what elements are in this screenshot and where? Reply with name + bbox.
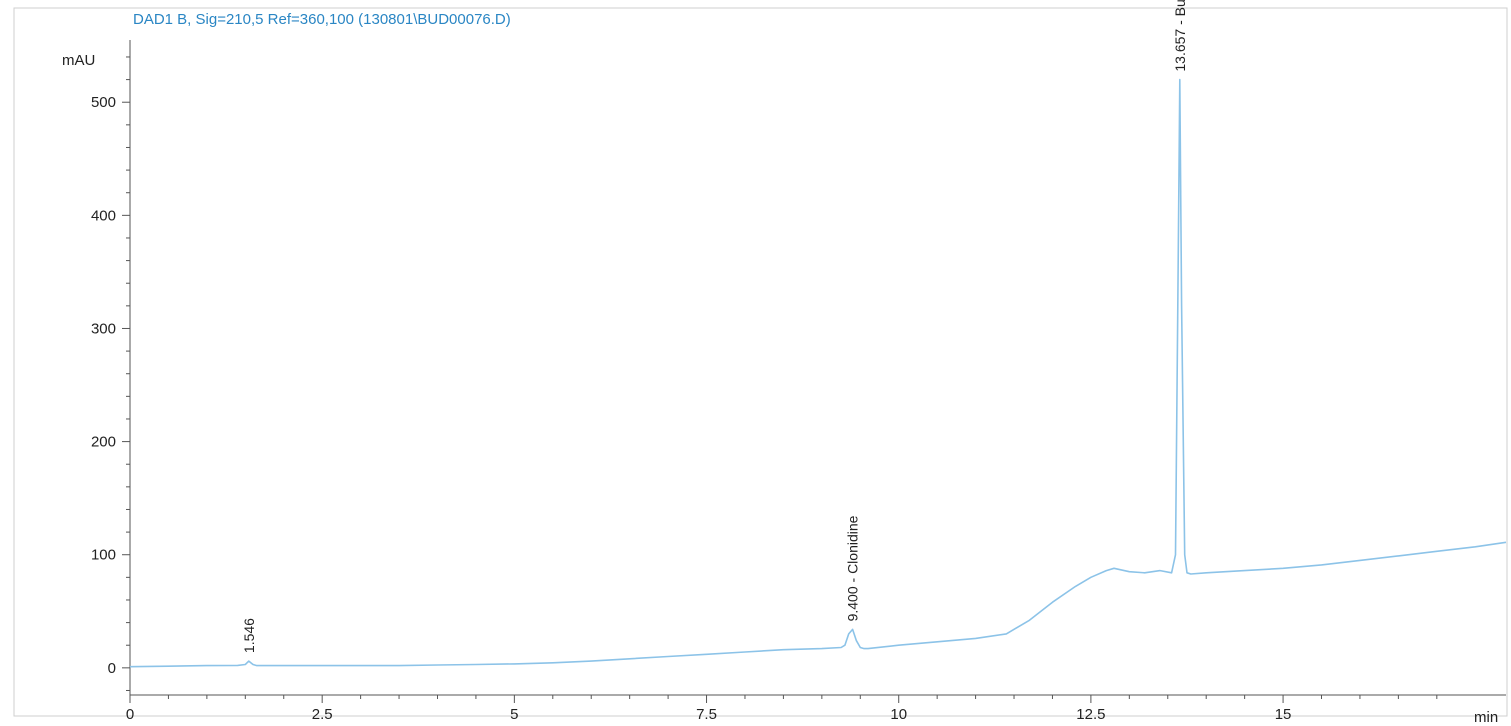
y-tick-label: 0 [108, 660, 116, 677]
chromatogram-trace [129, 78, 1507, 668]
peak-labels-group: 1.546 9.400 - Clonidine 13.657 - Bupivacai… [241, 0, 1188, 653]
x-tick-label: 15 [1275, 706, 1292, 723]
peak-label: 9.400 - Clonidine [845, 515, 861, 621]
y-tick-label: 500 [91, 94, 116, 111]
axes-group [129, 40, 1506, 696]
y-tick-label: 400 [91, 207, 116, 224]
x-axis-unit-label: min [1474, 709, 1498, 726]
y-tick-label: 200 [91, 434, 116, 451]
x-tick-label: 0 [126, 706, 134, 723]
series-group [129, 78, 1507, 668]
ticks-group: 0 100 200 300 400 500 0 2.5 5 7.5 10 12.5 15 [91, 56, 1438, 723]
peak-label: 1.546 [241, 618, 257, 653]
x-tick-label: 12.5 [1076, 706, 1105, 723]
x-tick-label: 7.5 [696, 706, 717, 723]
y-tick-label: 300 [91, 320, 116, 337]
peak-label: 13.657 - Bupivacaine [1172, 0, 1188, 72]
x-tick-label: 10 [890, 706, 907, 723]
x-tick-label: 2.5 [312, 706, 333, 723]
x-tick-label: 5 [510, 706, 518, 723]
plot-frame [13, 7, 1508, 717]
y-tick-label: 100 [91, 547, 116, 564]
y-axis-unit-label: mAU [62, 52, 95, 69]
signal-title: DAD1 B, Sig=210,5 Ref=360,100 (130801\BU… [133, 11, 511, 28]
